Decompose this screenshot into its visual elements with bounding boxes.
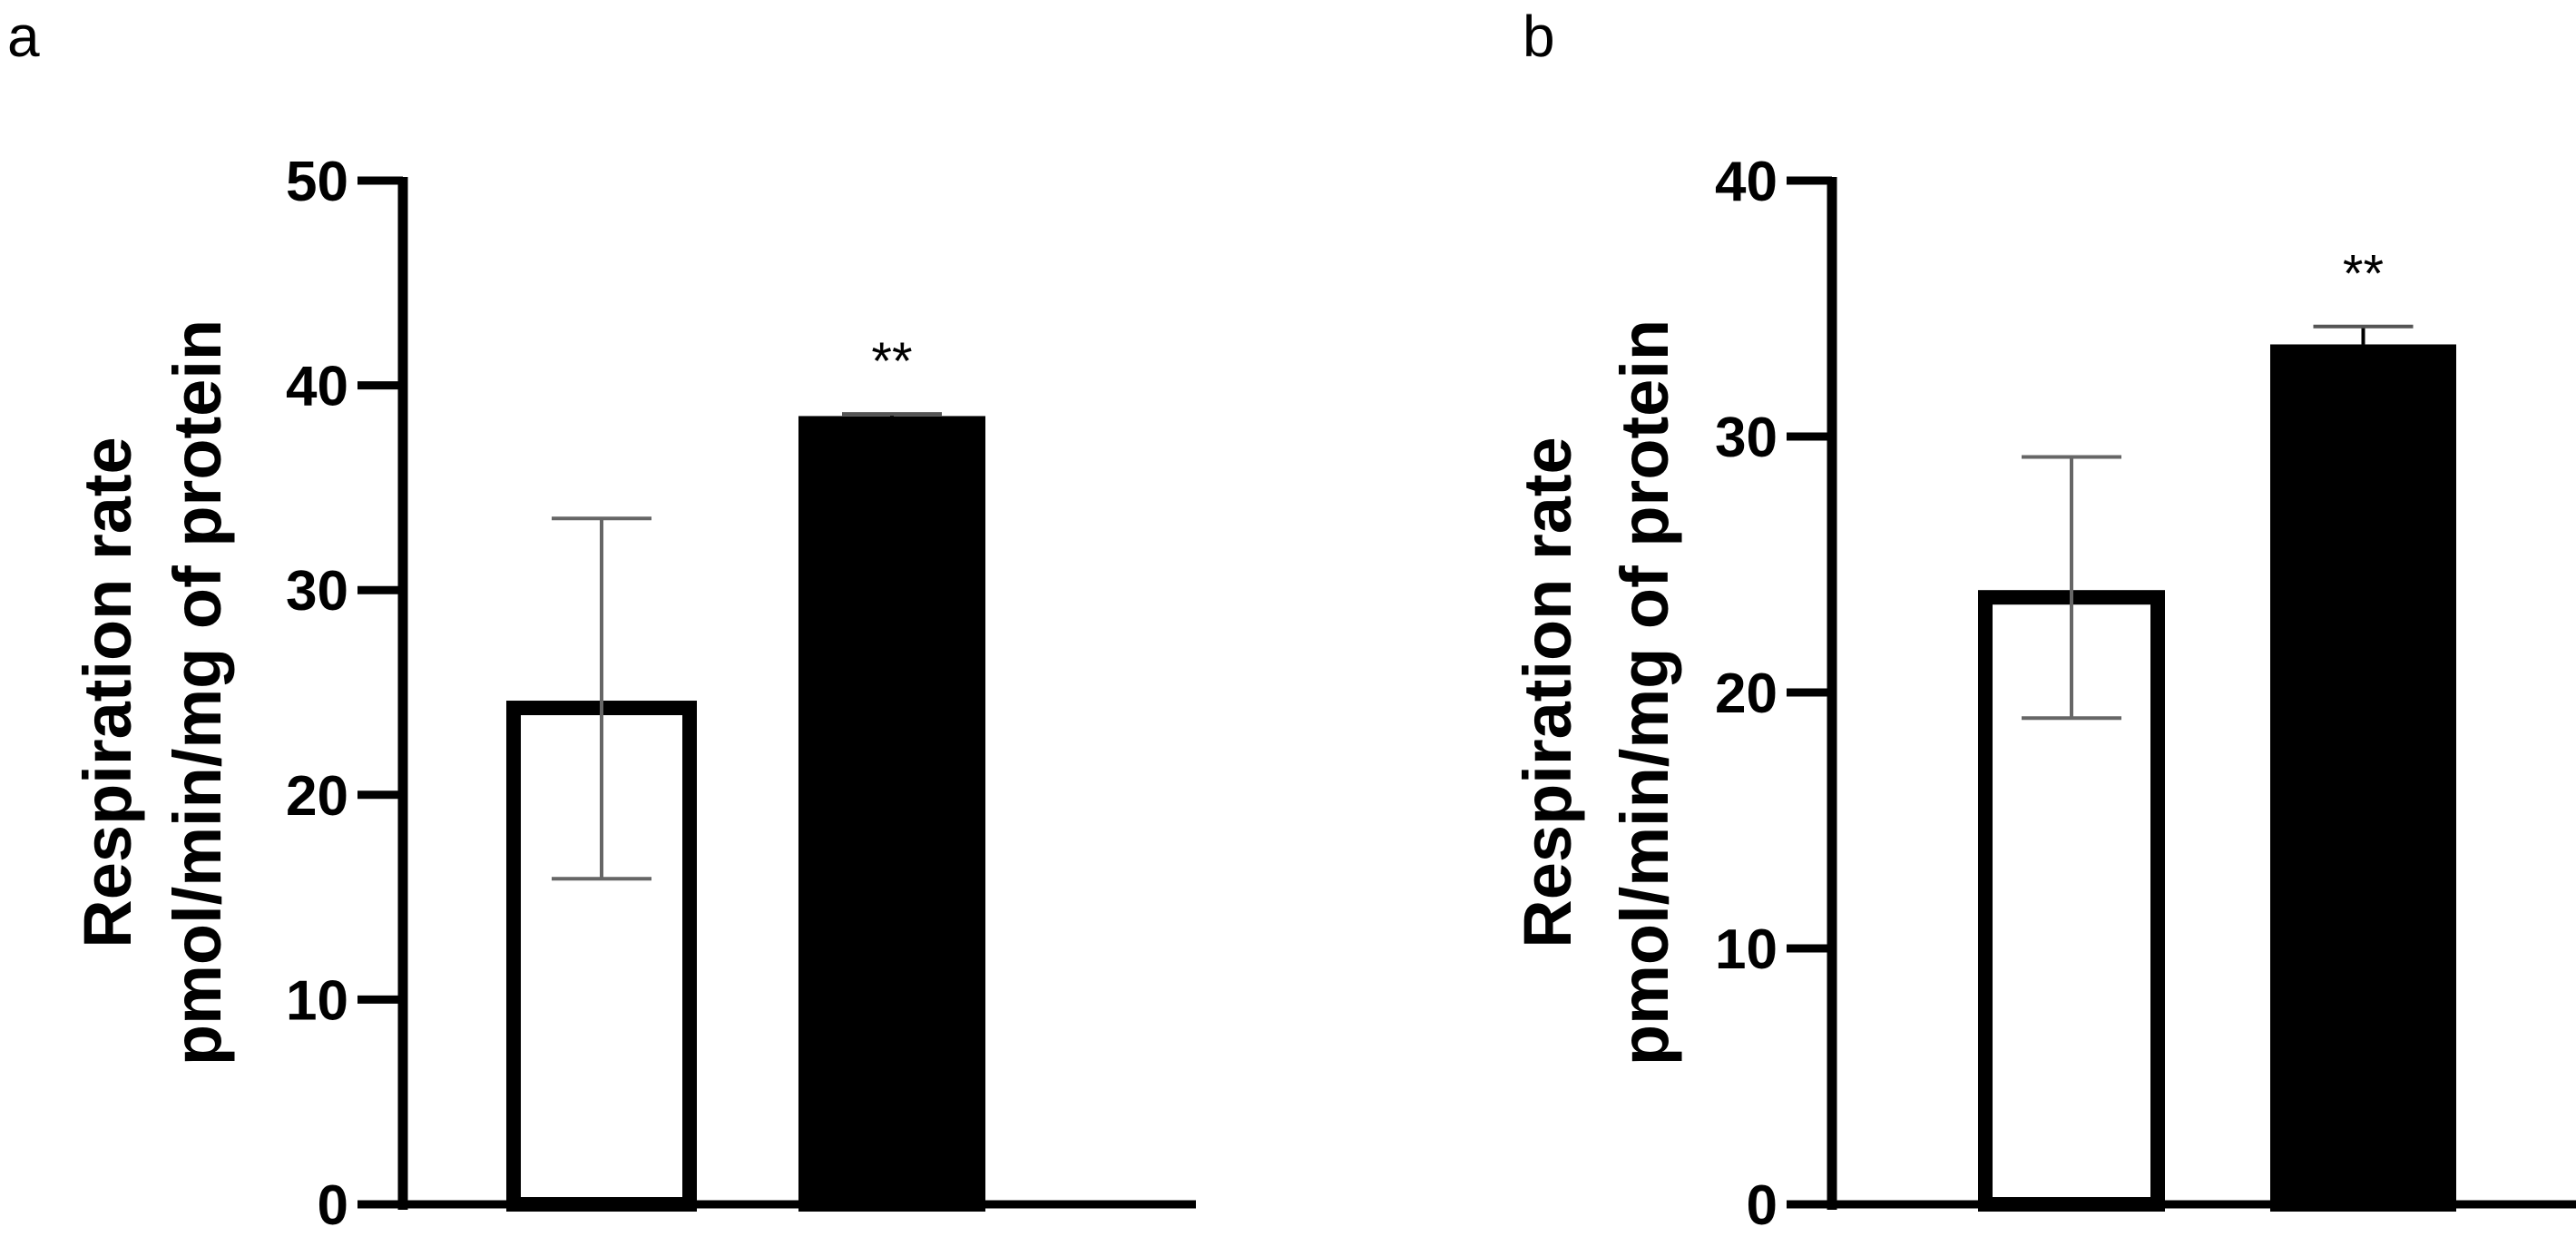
chart-panel-a: a Respiration rate pmol/min/mg of protein *… bbox=[7, 4, 1196, 1237]
y-tick-label: 30 bbox=[1715, 407, 1778, 469]
y-tick-label: 30 bbox=[286, 560, 348, 623]
y-axis-label-line1: Respiration rate bbox=[1510, 437, 1585, 947]
y-axis-label-line2: pmol/min/mg of protein bbox=[160, 319, 235, 1065]
significance-label-2: ** bbox=[871, 332, 912, 391]
significance-label-2: ** bbox=[2343, 245, 2384, 304]
bar-2 bbox=[2270, 344, 2456, 1212]
bar-2 bbox=[798, 416, 985, 1212]
y-tick-label: 0 bbox=[1747, 1174, 1778, 1237]
panel-label: a bbox=[7, 4, 40, 69]
y-tick-label: 0 bbox=[318, 1174, 348, 1237]
y-tick-label: 50 bbox=[286, 151, 348, 213]
y-tick-label: 10 bbox=[286, 969, 348, 1032]
chart-panel-b: b Respiration rate pmol/min/mg of protein *… bbox=[1510, 4, 2576, 1237]
y-axis-label-line2: pmol/min/mg of protein bbox=[1607, 319, 1682, 1065]
y-tick-label: 10 bbox=[1715, 918, 1778, 981]
y-axis-label-line1: Respiration rate bbox=[70, 437, 145, 947]
y-tick-label: 40 bbox=[286, 356, 348, 418]
y-tick-label: 20 bbox=[286, 765, 348, 828]
y-tick-label: 40 bbox=[1715, 151, 1778, 213]
panel-label: b bbox=[1523, 4, 1555, 69]
y-tick-label: 20 bbox=[1715, 663, 1778, 725]
